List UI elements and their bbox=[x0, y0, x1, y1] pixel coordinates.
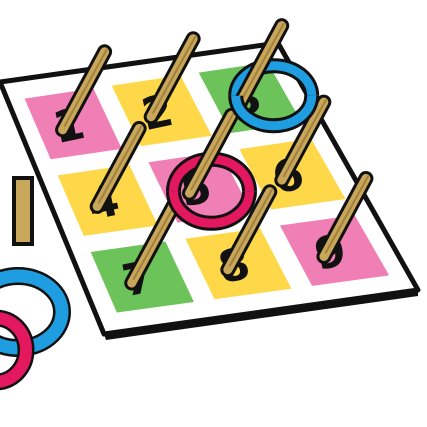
peg-7 bbox=[124, 197, 182, 291]
peg-6 bbox=[274, 94, 332, 188]
ring-on-peg-3 bbox=[228, 95, 320, 134]
peg-1 bbox=[55, 44, 113, 138]
board-edge bbox=[104, 290, 418, 340]
ring-on-peg-5 bbox=[166, 190, 257, 231]
board-leg bbox=[12, 176, 34, 246]
loose-rings bbox=[0, 267, 71, 391]
peg-3 bbox=[232, 18, 290, 112]
peg-group bbox=[55, 18, 374, 291]
peg-2 bbox=[143, 31, 201, 125]
loose-ring-pink bbox=[0, 312, 32, 388]
ring-on-peg-3-back bbox=[228, 58, 320, 97]
peg-4 bbox=[89, 120, 147, 214]
peg-8 bbox=[220, 184, 278, 278]
peg-5 bbox=[182, 107, 239, 201]
ring-front-halves bbox=[166, 95, 320, 231]
peg-9 bbox=[316, 170, 374, 264]
